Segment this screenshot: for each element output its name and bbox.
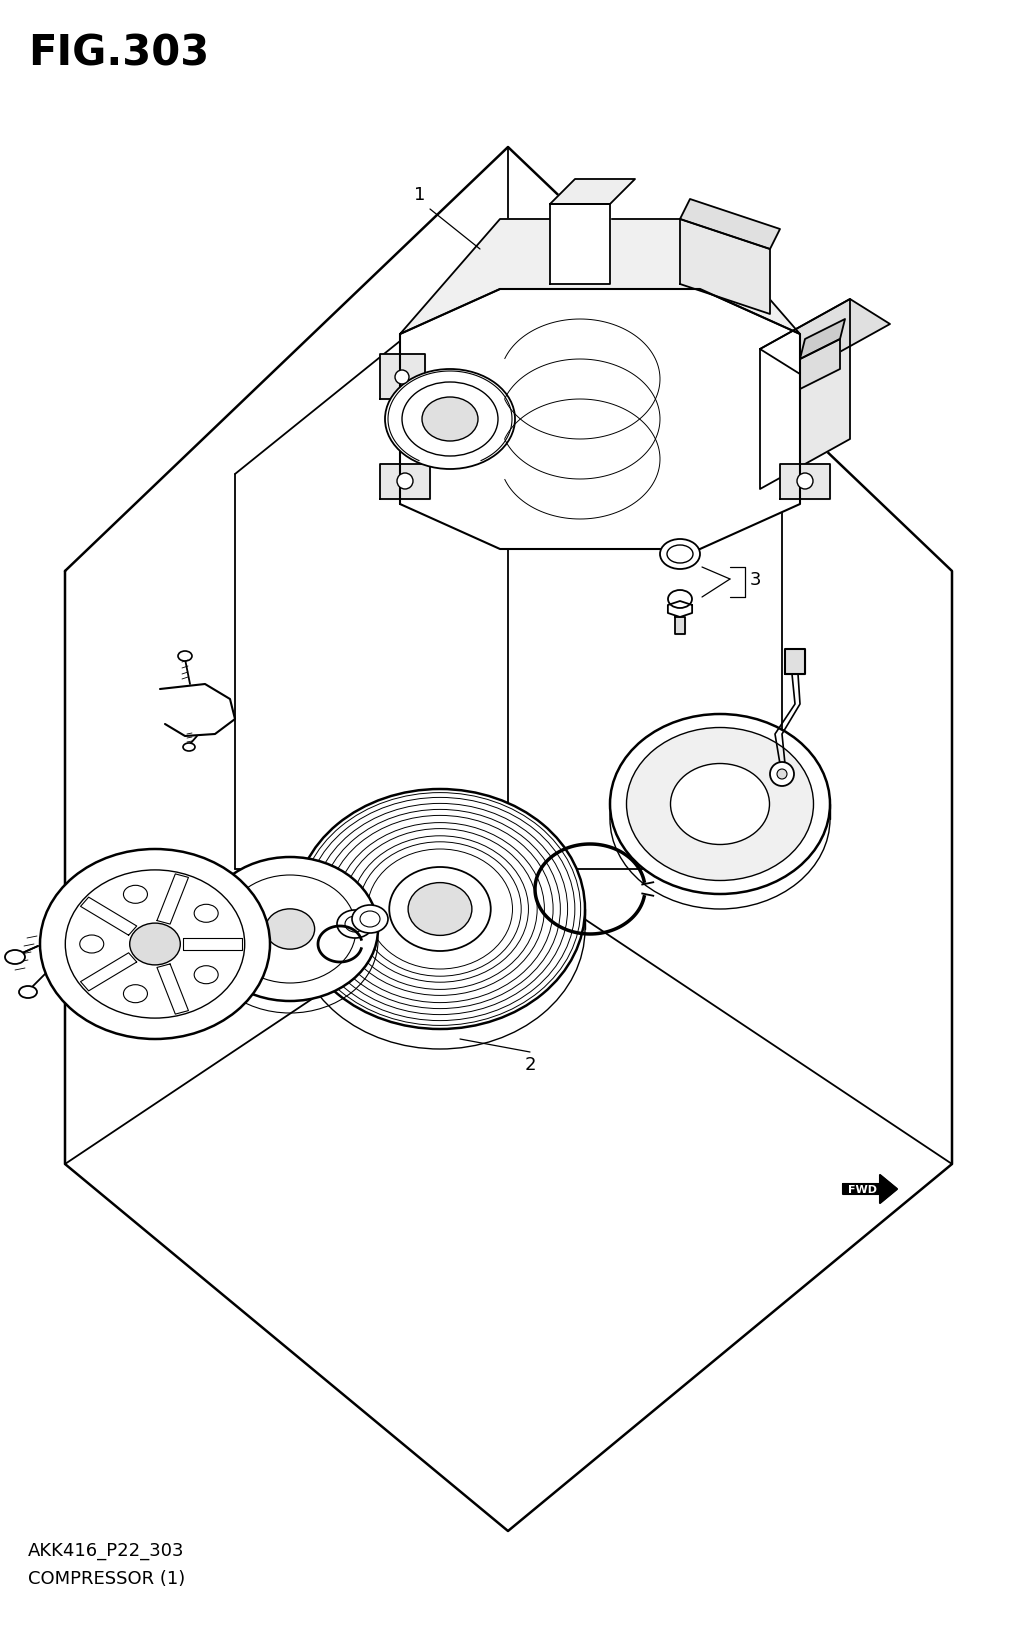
- Ellipse shape: [667, 590, 692, 608]
- Polygon shape: [379, 465, 430, 500]
- Ellipse shape: [123, 885, 148, 903]
- Ellipse shape: [352, 905, 387, 934]
- Ellipse shape: [80, 936, 104, 954]
- Polygon shape: [549, 180, 634, 205]
- Ellipse shape: [670, 764, 768, 846]
- Text: AKK416_P22_303: AKK416_P22_303: [28, 1541, 184, 1559]
- Polygon shape: [759, 300, 889, 375]
- Polygon shape: [800, 320, 844, 361]
- Polygon shape: [81, 954, 136, 992]
- Polygon shape: [182, 939, 242, 951]
- Ellipse shape: [389, 867, 490, 951]
- Ellipse shape: [129, 923, 180, 965]
- Ellipse shape: [202, 857, 378, 1001]
- Text: FWD: FWD: [847, 1185, 877, 1195]
- Polygon shape: [399, 220, 800, 334]
- Circle shape: [769, 762, 794, 787]
- Polygon shape: [800, 339, 839, 390]
- Polygon shape: [679, 200, 779, 249]
- Polygon shape: [842, 1175, 896, 1203]
- Polygon shape: [674, 618, 684, 634]
- Ellipse shape: [265, 910, 314, 949]
- Ellipse shape: [659, 539, 700, 570]
- Polygon shape: [399, 290, 800, 549]
- Polygon shape: [785, 649, 804, 675]
- Polygon shape: [157, 874, 188, 924]
- Circle shape: [396, 474, 412, 490]
- Polygon shape: [667, 602, 692, 618]
- Polygon shape: [549, 205, 610, 285]
- Polygon shape: [157, 964, 188, 1015]
- Polygon shape: [81, 898, 136, 936]
- Ellipse shape: [407, 883, 471, 936]
- Ellipse shape: [337, 910, 373, 939]
- Text: 2: 2: [524, 1056, 535, 1074]
- Text: FIG.303: FIG.303: [28, 33, 209, 74]
- Ellipse shape: [360, 911, 379, 928]
- Ellipse shape: [295, 790, 584, 1029]
- Ellipse shape: [5, 951, 25, 964]
- Polygon shape: [379, 354, 425, 400]
- Ellipse shape: [610, 715, 829, 895]
- Circle shape: [776, 770, 787, 780]
- Circle shape: [797, 474, 812, 490]
- Text: 3: 3: [749, 570, 760, 588]
- Ellipse shape: [422, 398, 477, 443]
- Polygon shape: [759, 300, 849, 490]
- Ellipse shape: [384, 370, 515, 470]
- Ellipse shape: [178, 652, 192, 662]
- Polygon shape: [779, 465, 829, 500]
- Ellipse shape: [194, 965, 218, 983]
- Ellipse shape: [345, 916, 365, 933]
- Ellipse shape: [194, 905, 218, 923]
- Ellipse shape: [626, 728, 813, 882]
- Text: COMPRESSOR (1): COMPRESSOR (1): [28, 1569, 185, 1587]
- Ellipse shape: [401, 384, 497, 457]
- Text: 1: 1: [413, 185, 426, 203]
- Ellipse shape: [19, 987, 37, 998]
- Ellipse shape: [40, 849, 270, 1039]
- Ellipse shape: [123, 985, 148, 1003]
- Circle shape: [394, 370, 408, 385]
- Polygon shape: [679, 220, 769, 315]
- Ellipse shape: [183, 744, 195, 752]
- Ellipse shape: [666, 546, 693, 564]
